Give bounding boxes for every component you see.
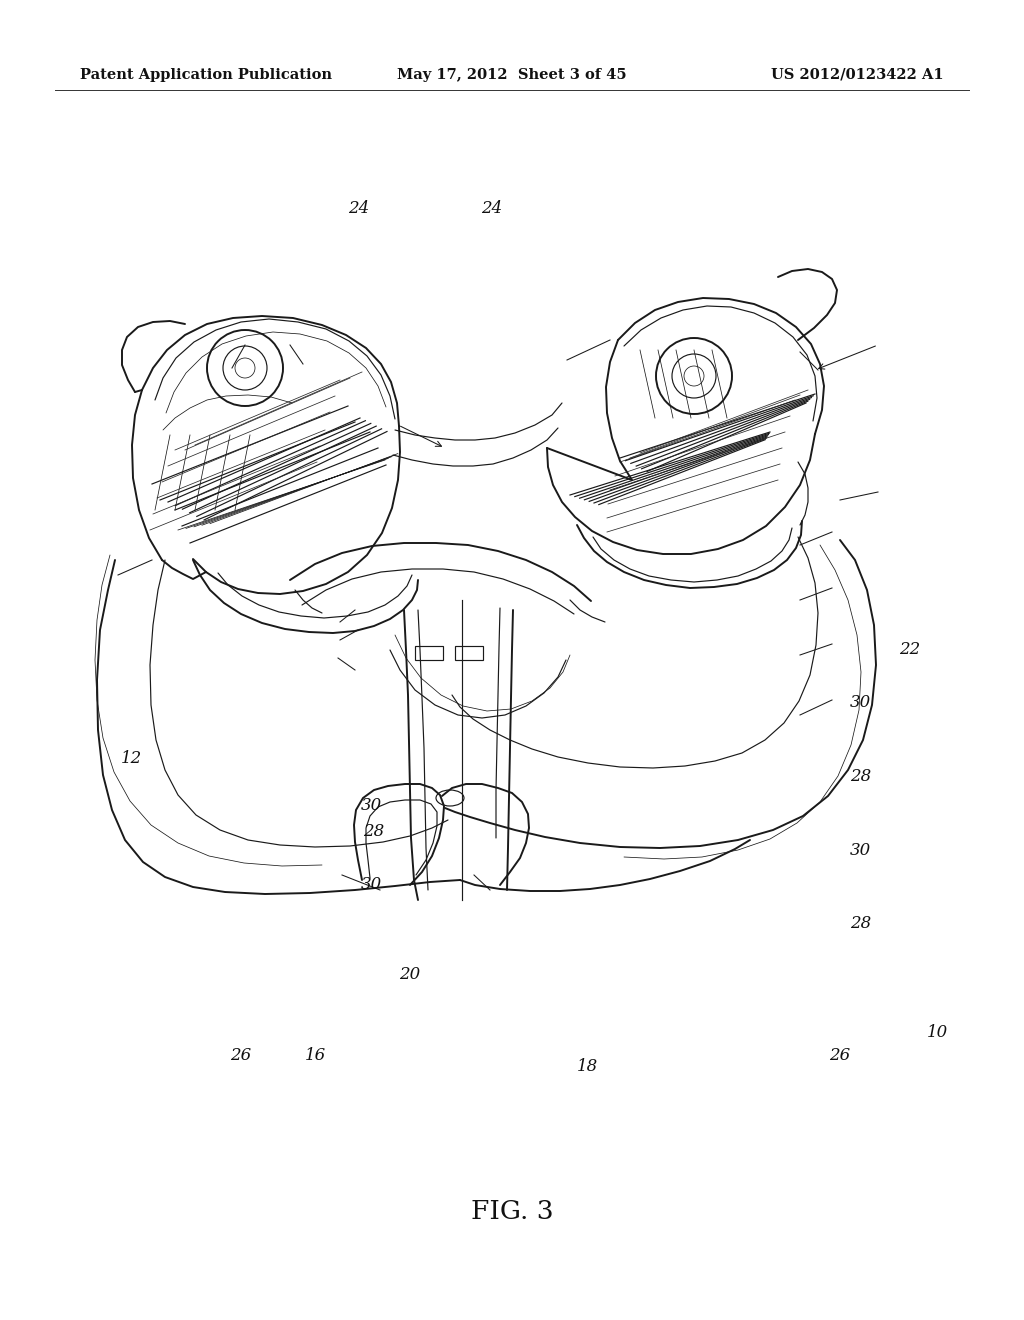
Text: May 17, 2012  Sheet 3 of 45: May 17, 2012 Sheet 3 of 45: [397, 69, 627, 82]
Text: 30: 30: [360, 797, 382, 813]
Text: 30: 30: [850, 842, 871, 858]
Text: 18: 18: [577, 1059, 598, 1074]
Text: 20: 20: [399, 966, 421, 982]
Text: 22: 22: [899, 642, 921, 657]
Text: 28: 28: [850, 768, 871, 784]
Text: FIG. 3: FIG. 3: [471, 1200, 553, 1224]
Text: 30: 30: [360, 876, 382, 892]
Text: 28: 28: [850, 916, 871, 932]
Text: 12: 12: [121, 751, 142, 767]
Text: US 2012/0123422 A1: US 2012/0123422 A1: [771, 69, 944, 82]
Text: 16: 16: [305, 1048, 327, 1064]
Text: 26: 26: [230, 1048, 252, 1064]
Text: 26: 26: [829, 1048, 851, 1064]
Text: 24: 24: [348, 201, 370, 216]
Text: 24: 24: [481, 201, 503, 216]
Text: Patent Application Publication: Patent Application Publication: [80, 69, 332, 82]
Text: 10: 10: [927, 1024, 948, 1040]
Text: 28: 28: [364, 824, 385, 840]
Text: 30: 30: [850, 694, 871, 710]
